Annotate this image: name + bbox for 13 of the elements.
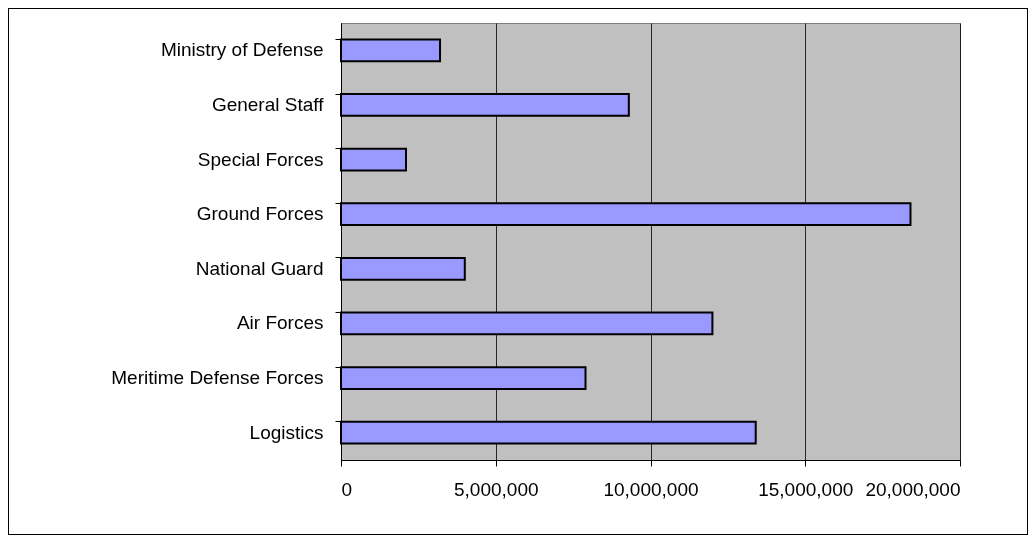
x-tick-label: 15,000,000 [758,478,854,500]
x-tick-label: 0 [341,478,353,500]
y-tick-label: Ground Forces [196,203,324,225]
y-tick-label: National Guard [195,257,324,279]
y-tick-label: General Staff [211,93,325,115]
y-tick-label: Logistics [249,421,324,443]
y-tick-label: Ministry of Defense [160,39,324,61]
x-tick-label: 5,000,000 [453,478,539,500]
y-tick-label: Meritime Defense Forces [111,367,324,389]
y-tick-label: Air Forces [236,312,324,334]
y-tick-label: Special Forces [197,148,324,170]
x-tick-label: 20,000,000 [865,478,961,500]
x-tick-label: 10,000,000 [603,478,699,500]
